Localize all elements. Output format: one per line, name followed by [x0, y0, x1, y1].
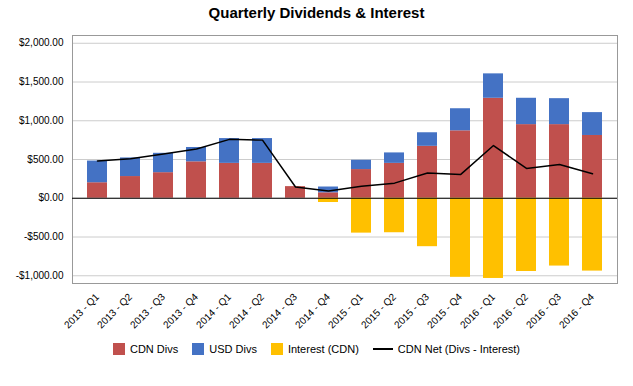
html-text:Interest (CDN): Interest (CDN) — [287, 343, 359, 355]
svg-text:2013 - Q3: 2013 - Q3 — [127, 291, 168, 331]
svg-text:$500.00: $500.00 — [27, 154, 64, 165]
svg-text:-$500.00: -$500.00 — [24, 231, 64, 242]
svg-text:$0.00: $0.00 — [38, 192, 63, 203]
svg-text:2014 - Q2: 2014 - Q2 — [226, 291, 267, 331]
svg-text:2015 - Q2: 2015 - Q2 — [358, 291, 399, 331]
svg-text:2013 - Q2: 2013 - Q2 — [94, 291, 135, 331]
svg-text:2016 - Q1: 2016 - Q1 — [457, 291, 498, 331]
svg-text:2015 - Q3: 2015 - Q3 — [391, 291, 432, 331]
html-text:Quarterly Dividends & Interest: Quarterly Dividends & Interest — [208, 4, 425, 21]
svg-text:-$1,000.00: -$1,000.00 — [16, 270, 64, 281]
svg-text:2015 - Q4: 2015 - Q4 — [424, 291, 465, 331]
svg-text:$1,500.00: $1,500.00 — [19, 76, 64, 87]
svg-text:2013 - Q1: 2013 - Q1 — [61, 291, 102, 331]
svg-text:2016 - Q3: 2016 - Q3 — [523, 291, 564, 331]
svg-text:2014 - Q4: 2014 - Q4 — [292, 291, 333, 331]
svg-text:$1,000.00: $1,000.00 — [19, 115, 64, 126]
svg-text:2015 - Q1: 2015 - Q1 — [325, 291, 366, 331]
svg-text:2014 - Q1: 2014 - Q1 — [193, 291, 234, 331]
html-text:CDN Net (Divs - Interest): CDN Net (Divs - Interest) — [397, 343, 520, 355]
svg-text:2016 - Q2: 2016 - Q2 — [490, 291, 531, 331]
html-text:USD Divs: USD Divs — [209, 343, 257, 355]
svg-text:2014 - Q3: 2014 - Q3 — [259, 291, 300, 331]
svg-text:$2,000.00: $2,000.00 — [19, 37, 64, 48]
html-text:CDN Divs: CDN Divs — [129, 343, 179, 355]
svg-text:2016 - Q4: 2016 - Q4 — [557, 291, 597, 331]
svg-text:2013 - Q4: 2013 - Q4 — [160, 291, 201, 331]
